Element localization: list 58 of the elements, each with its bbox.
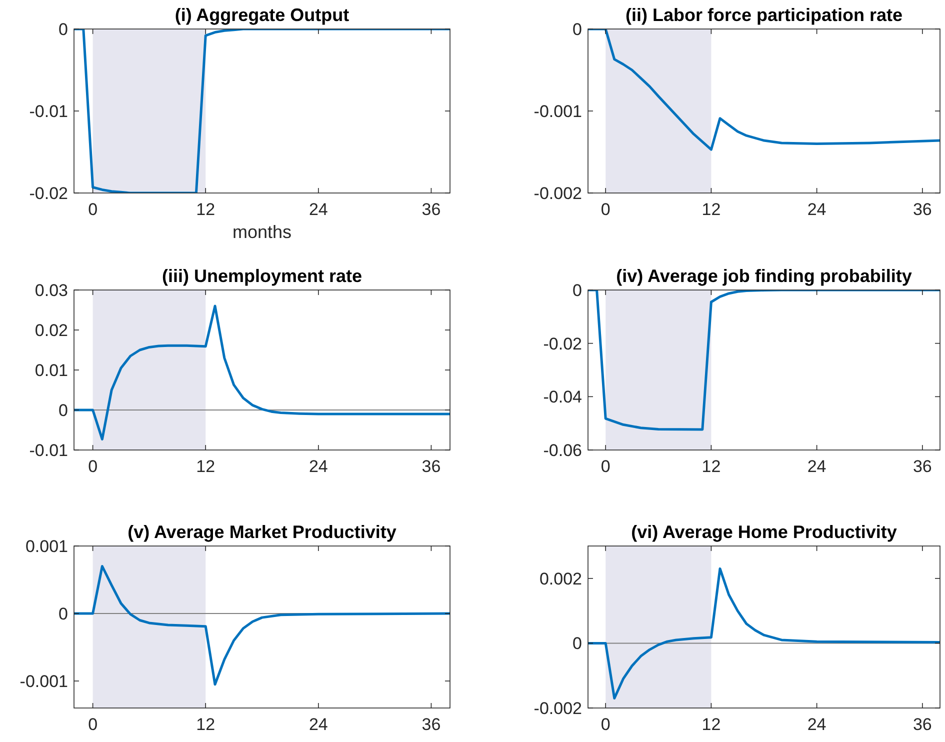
y-tick-label: -0.002 (534, 698, 582, 718)
line-series (588, 290, 940, 431)
chart-title: (vi) Average Home Productivity (631, 522, 897, 542)
x-tick-label: 0 (600, 200, 610, 219)
line-series (74, 29, 450, 193)
y-tick-label: -0.02 (29, 184, 68, 203)
y-tick-label: 0.02 (34, 320, 68, 340)
x-tick-label: 0 (88, 715, 98, 734)
x-tick-label: 36 (422, 200, 441, 219)
x-tick-label: 24 (807, 457, 826, 476)
x-tick-label: 0 (88, 200, 98, 219)
x-tick-label: 0 (600, 715, 610, 734)
y-tick-label: 0 (572, 280, 582, 300)
y-tick-label: -0.001 (20, 672, 68, 691)
chart-title: (iii) Unemployment rate (162, 266, 362, 286)
x-tick-label: 12 (196, 200, 216, 219)
y-tick-label: 0 (572, 20, 582, 39)
y-tick-label: -0.02 (543, 334, 582, 354)
y-tick-label: 0 (572, 634, 582, 654)
y-tick-label: -0.06 (543, 440, 582, 460)
y-tick-label: -0.01 (29, 440, 68, 460)
y-tick-label: -0.001 (534, 102, 582, 121)
line-series (74, 565, 450, 686)
chart-title: (v) Average Market Productivity (128, 522, 396, 542)
x-tick-label: 36 (912, 715, 932, 734)
y-tick-label: 0.01 (34, 360, 68, 380)
line-series (588, 567, 940, 700)
y-tick-label: 0 (58, 604, 68, 624)
x-tick-label: 0 (88, 457, 98, 476)
x-tick-label: 24 (308, 715, 328, 734)
x-tick-label: 36 (912, 457, 932, 476)
y-tick-label: -0.01 (29, 102, 68, 121)
y-tick-label: 0 (58, 20, 68, 39)
y-tick-label: 0.002 (539, 569, 582, 588)
x-tick-label: 12 (702, 457, 721, 476)
y-tick-label: 0 (58, 400, 68, 420)
x-tick-label: 12 (196, 457, 216, 476)
line-series (74, 304, 450, 440)
x-tick-label: 24 (308, 457, 328, 476)
x-tick-label: 36 (912, 200, 932, 219)
x-tick-label: 24 (807, 715, 826, 734)
x-tick-label: 24 (807, 200, 826, 219)
y-tick-label: 0.001 (25, 536, 68, 556)
y-tick-label: 0.03 (34, 280, 68, 300)
x-axis-title: months (232, 222, 292, 242)
x-tick-label: 12 (702, 200, 721, 219)
chart-title: (ii) Labor force participation rate (625, 5, 903, 25)
line-series (588, 29, 940, 151)
x-tick-label: 36 (422, 457, 441, 476)
x-tick-label: 36 (422, 715, 441, 734)
y-tick-label: -0.002 (534, 184, 582, 203)
x-tick-label: 0 (600, 457, 610, 476)
chart-title: (iv) Average job finding probability (616, 266, 912, 286)
x-tick-label: 12 (196, 715, 216, 734)
x-tick-label: 24 (308, 200, 328, 219)
chart-title: (i) Aggregate Output (174, 5, 350, 25)
y-tick-label: -0.04 (543, 388, 582, 407)
x-tick-label: 12 (702, 715, 721, 734)
